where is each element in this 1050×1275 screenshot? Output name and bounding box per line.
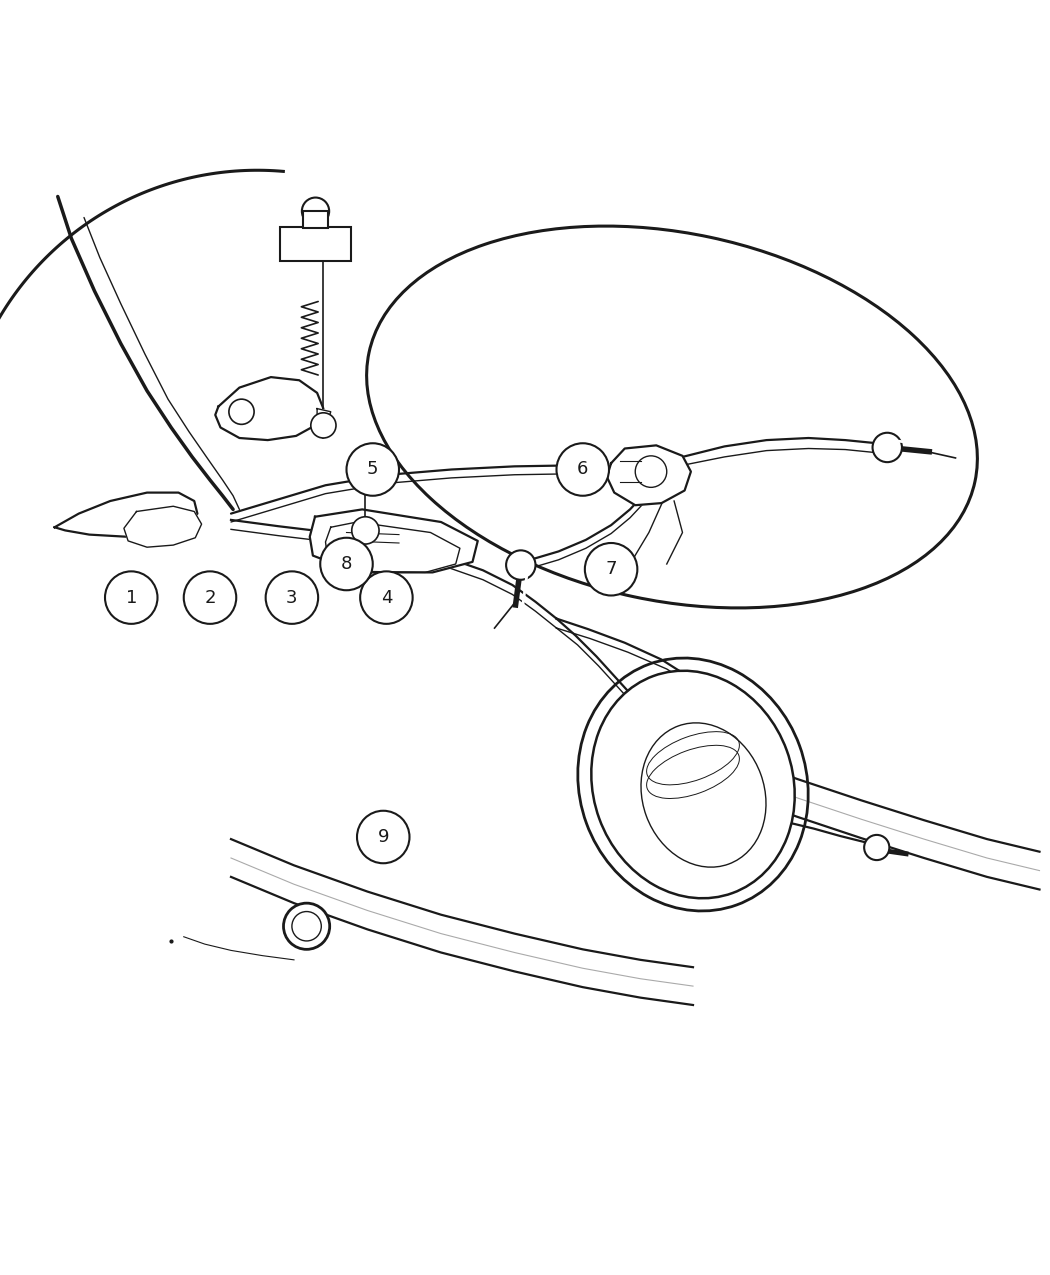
Circle shape	[105, 571, 158, 623]
Polygon shape	[607, 445, 691, 505]
Circle shape	[864, 835, 889, 861]
FancyBboxPatch shape	[302, 210, 328, 228]
Circle shape	[873, 432, 902, 462]
Circle shape	[292, 912, 321, 941]
Polygon shape	[317, 408, 331, 425]
Circle shape	[357, 811, 410, 863]
Circle shape	[311, 413, 336, 439]
Text: 8: 8	[341, 555, 352, 572]
Text: 4: 4	[381, 589, 392, 607]
Text: 6: 6	[578, 460, 588, 478]
Polygon shape	[215, 377, 323, 440]
Circle shape	[346, 444, 399, 496]
FancyBboxPatch shape	[280, 227, 351, 260]
Circle shape	[360, 571, 413, 623]
Circle shape	[556, 444, 609, 496]
Text: 9: 9	[378, 827, 388, 847]
Circle shape	[320, 538, 373, 590]
Circle shape	[302, 198, 329, 224]
Text: 3: 3	[287, 589, 297, 607]
Polygon shape	[310, 510, 478, 572]
Circle shape	[585, 543, 637, 595]
Text: 1: 1	[126, 589, 136, 607]
Polygon shape	[124, 506, 202, 547]
Circle shape	[229, 399, 254, 425]
Polygon shape	[55, 492, 197, 537]
Circle shape	[506, 551, 536, 580]
Text: 2: 2	[205, 589, 215, 607]
Text: 5: 5	[368, 460, 378, 478]
Text: 7: 7	[606, 560, 616, 579]
Circle shape	[635, 456, 667, 487]
Circle shape	[352, 516, 379, 544]
Circle shape	[184, 571, 236, 623]
Circle shape	[284, 903, 330, 950]
Ellipse shape	[640, 723, 766, 867]
Circle shape	[266, 571, 318, 623]
Ellipse shape	[591, 671, 795, 899]
